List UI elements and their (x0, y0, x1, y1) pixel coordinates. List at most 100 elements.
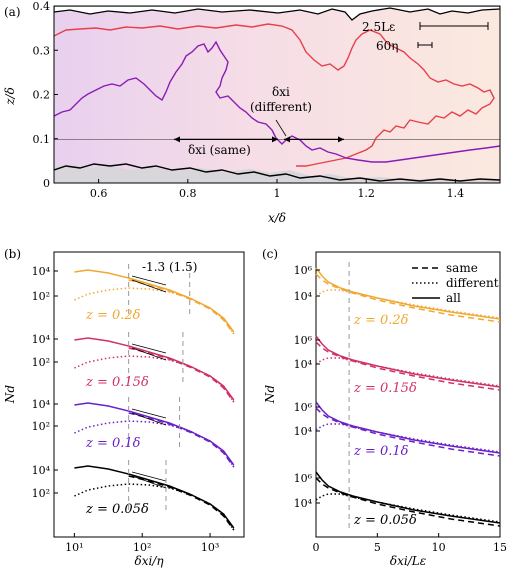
c-group-label-4: z = 0.05δ (353, 513, 417, 528)
b-ytick-label: 10⁴ (32, 398, 51, 411)
c-curve-same-2 (315, 341, 501, 391)
legend: same different all (412, 261, 499, 305)
c-curve-different-1 (315, 289, 501, 319)
c-curve-all-4 (315, 471, 501, 524)
annotation-dx: δxi (272, 85, 290, 99)
b-ytick-label: 10² (32, 356, 50, 369)
c-curve-different-2 (315, 357, 501, 387)
b-slope-line (131, 412, 167, 426)
b-slope-line (131, 471, 167, 482)
b-slope-line (131, 343, 167, 354)
c-xtick-label: 15 (493, 541, 506, 554)
b-xtick-label: 10² (133, 541, 151, 554)
b-curve-same-1 (128, 279, 235, 335)
a-ytick-label: 0 (43, 177, 50, 190)
b-curve-different-4 (74, 483, 235, 531)
b-curve-same-2 (128, 347, 235, 403)
a-ytick-label: 0.4 (33, 0, 51, 13)
slope-label: -1.3 (1.5) (142, 260, 197, 274)
c-group-label-3: z = 0.1δ (353, 444, 409, 459)
b-ytick-label: 10² (32, 420, 50, 433)
panel-label-a: (a) (4, 5, 21, 19)
c-ytick-label: 10⁶ (294, 472, 313, 485)
b-curve-different-2 (74, 355, 235, 403)
a-ytick-label: 0.3 (33, 44, 51, 57)
panel-b-xticks: 10¹ 10² 10³ (65, 533, 219, 554)
panel-b-ylabel: Nd (3, 385, 17, 405)
c-curve-same-1 (315, 273, 501, 323)
c-ytick-label: 10⁶ (294, 334, 313, 347)
annotation-different: (different) (250, 100, 312, 114)
b-xtick-label: 10³ (201, 541, 219, 554)
c-group-label-1: z = 0.2δ (353, 313, 409, 328)
c-ytick-label: 10⁶ (294, 264, 313, 277)
c-curve-all-3 (315, 401, 501, 454)
c-curve-different-3 (315, 423, 501, 453)
b-curve-different-1 (74, 287, 235, 335)
panel-c-ylabel: Nd (263, 385, 277, 405)
panel-a-xticks: 0.6 0.8 1 1.2 1.4 (90, 179, 464, 200)
a-xtick-label: 0.6 (90, 187, 108, 200)
c-ytick-label: 10⁴ (294, 497, 313, 510)
scale-bar-label-1: 2.5Lε (362, 20, 395, 34)
b-slope-line (131, 475, 167, 489)
c-ytick-label: 10⁴ (294, 290, 313, 303)
c-ytick-label: 10⁴ (294, 358, 313, 371)
panel-c-frame (315, 251, 501, 538)
legend-all: all (446, 291, 461, 305)
b-ytick-label: 10⁴ (32, 265, 51, 278)
b-curve-same-3 (128, 412, 235, 468)
b-group-label-1: z = 0.2δ (85, 308, 141, 323)
b-group-label-4: z = 0.05δ (85, 502, 149, 517)
a-xtick-label: 1 (274, 187, 281, 200)
b-ytick-label: 10² (32, 290, 50, 303)
annotation-same: δxi (same) (188, 143, 251, 157)
a-xtick-label: 0.8 (179, 187, 197, 200)
top-contour (54, 6, 500, 21)
panel-label-b: (b) (4, 247, 21, 261)
panel-b: (b) -1.3 (1.5) z = 0.2δ z = 0.15δ z = 0.… (3, 247, 245, 568)
panel-c: (c) same different all z = 0.2δ z = 0.15… (262, 247, 506, 568)
b-xtick-label: 10¹ (65, 541, 83, 554)
a-ytick-label: 0.1 (33, 133, 51, 146)
panel-b-frame (53, 251, 245, 538)
panel-c-curves (315, 262, 501, 532)
c-curve-same-3 (315, 407, 501, 457)
field-background (54, 6, 500, 183)
panel-a-yticks: 0 0.1 0.2 0.3 0.4 (33, 0, 58, 190)
panel-b-curves (74, 264, 235, 531)
purple-contour (54, 40, 500, 163)
panel-b-xlabel: δxi/η (134, 554, 164, 568)
c-group-label-2: z = 0.15δ (353, 381, 417, 396)
c-curve-same-4 (315, 477, 501, 527)
a-xtick-label: 1.2 (357, 187, 375, 200)
panel-b-yticks: 10² 10⁴ 10² 10⁴ 10² 10⁴ 10² 10⁴ (32, 265, 58, 500)
b-group-label-3: z = 0.1δ (85, 436, 141, 451)
c-curve-all-1 (315, 267, 501, 320)
legend-different: different (446, 276, 499, 290)
panel-a: (a) 2.5Lε 60η δ (3, 0, 501, 225)
panel-c-xlabel: δxi/Lε (390, 554, 426, 568)
c-ytick-label: 10⁶ (294, 401, 313, 414)
b-ytick-label: 10² (32, 487, 50, 500)
b-ytick-label: 10⁴ (32, 464, 51, 477)
a-xtick-label: 1.4 (447, 187, 465, 200)
c-xtick-label: 10 (432, 541, 446, 554)
scale-bar-label-2: 60η (376, 39, 398, 53)
legend-same: same (446, 261, 478, 275)
wall-region (54, 164, 500, 183)
panel-c-xticks: 0 5 10 15 (313, 533, 506, 554)
panel-label-c: (c) (262, 247, 278, 261)
c-xtick-label: 5 (374, 541, 381, 554)
b-slope-line (131, 347, 167, 361)
panel-c-yticks: 10⁴ 10⁶ 10⁴ 10⁶ 10⁴ 10⁶ 10⁴ 10⁶ (294, 264, 320, 510)
red-contour (54, 23, 495, 167)
b-group-label-2: z = 0.15δ (85, 375, 149, 390)
panel-a-xlabel: x/δ (268, 211, 286, 225)
c-curve-different-4 (315, 493, 501, 523)
b-slope-line (131, 275, 167, 286)
b-curve-different-3 (74, 420, 235, 468)
b-ytick-label: 10⁴ (32, 333, 51, 346)
a-ytick-label: 0.2 (33, 89, 51, 102)
